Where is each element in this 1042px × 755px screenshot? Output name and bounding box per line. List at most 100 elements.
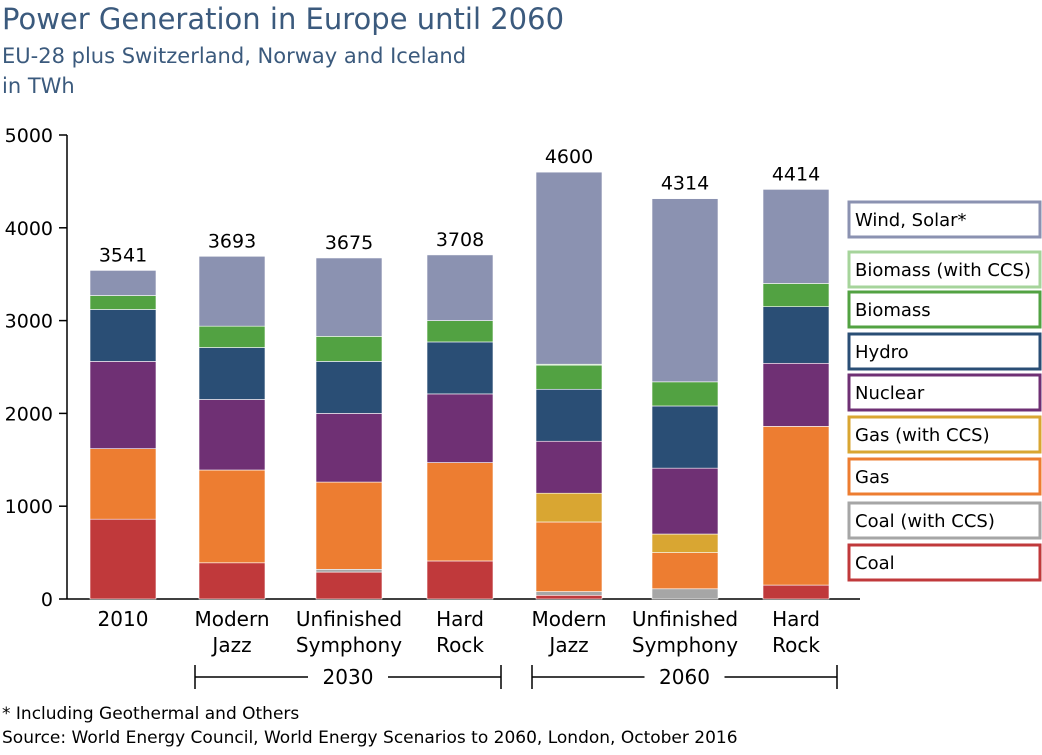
category-label: Hard — [436, 607, 484, 631]
bar-segment — [198, 469, 266, 564]
category-label: Rock — [436, 633, 484, 657]
bar-segment — [762, 426, 830, 586]
bar-segment — [315, 571, 383, 600]
category-label: Rock — [772, 633, 820, 657]
bar-total-label: 3675 — [325, 232, 373, 254]
bar-total-label: 3708 — [436, 229, 484, 251]
legend-item — [847, 332, 1042, 371]
y-tick-label: 0 — [41, 589, 53, 611]
bar-segment — [651, 588, 719, 600]
bar-segment — [651, 533, 719, 553]
chart-title: Power Generation in Europe until 2060 — [2, 2, 565, 36]
legend-label: Coal (with CCS) — [855, 511, 995, 532]
bar-segment — [762, 189, 830, 284]
bar-segment — [315, 361, 383, 414]
group-brackets: 2030 2060 — [194, 665, 838, 689]
bar-segment — [426, 560, 494, 600]
category-label: Unfinished — [296, 607, 402, 631]
category-labels: 2010 ModernJazzUnfinishedSymphonyHardRock… — [98, 607, 821, 657]
legend-label: Biomass (with CCS) — [855, 260, 1031, 281]
source-note: Source: World Energy Council, World Ener… — [2, 728, 738, 748]
y-tick-label: 3000 — [5, 311, 53, 333]
bar-segment — [89, 448, 157, 520]
bar-segment — [89, 309, 157, 362]
legend-item — [847, 290, 1042, 329]
bar-segment — [426, 254, 494, 321]
bar-segment — [198, 255, 266, 327]
bar-segment — [315, 481, 383, 570]
legend: Wind, Solar* Biomass (with CCS) Biomass Hyd… — [847, 200, 1042, 582]
stacked-bar-chart: 0 1000 2000 3000 4000 5000 3541 3693 3675 3708 46… — [5, 125, 1042, 689]
bar-segment — [535, 440, 603, 494]
legend-item — [847, 200, 1042, 239]
bar-segment — [315, 569, 383, 573]
bar-segment — [315, 336, 383, 362]
bar-segment — [762, 306, 830, 364]
category-label: Jazz — [547, 633, 588, 657]
bar-segment — [535, 388, 603, 442]
footnote: * Including Geothermal and Others — [2, 704, 300, 724]
group-label: 2060 — [659, 665, 710, 689]
bar-segment — [535, 591, 603, 596]
legend-label: Hydro — [855, 342, 909, 363]
bar-segment — [89, 295, 157, 310]
bar-segment — [651, 381, 719, 407]
bar-segment — [89, 270, 157, 296]
legend-item — [847, 373, 1042, 412]
bar-segment — [651, 467, 719, 535]
bar-segment — [762, 283, 830, 307]
legend-label: Nuclear — [855, 383, 925, 404]
bar-segment — [426, 320, 494, 343]
bar-total-label: 4600 — [545, 146, 593, 168]
category-label: Symphony — [632, 633, 738, 657]
category-label: Hard — [772, 607, 820, 631]
bar-segment — [535, 492, 603, 523]
bar-segment — [198, 562, 266, 600]
bar-segment — [535, 594, 603, 600]
bar-segment — [198, 347, 266, 400]
legend-item — [847, 457, 1042, 496]
y-tick-label: 4000 — [5, 218, 53, 240]
legend-label: Gas (with CCS) — [855, 425, 990, 446]
bar-total-label: 4314 — [661, 173, 709, 195]
group-label: 2030 — [323, 665, 374, 689]
bar-segment — [651, 405, 719, 469]
legend-label: Coal — [855, 553, 895, 574]
y-tick-label: 1000 — [5, 496, 53, 518]
category-label: Modern — [194, 607, 269, 631]
legend-item — [847, 501, 1042, 540]
bar-segment — [315, 257, 383, 337]
bar-segment — [315, 413, 383, 483]
unit-label: in TWh — [2, 74, 75, 98]
y-tick-label: 5000 — [5, 125, 53, 147]
bar-segment — [426, 393, 494, 463]
bar-segment — [651, 552, 719, 590]
bar-segment — [426, 462, 494, 562]
bar-segment — [89, 518, 157, 600]
bar-segment — [535, 171, 603, 365]
category-label: Symphony — [296, 633, 402, 657]
bar-segment — [651, 198, 719, 383]
legend-label: Biomass — [855, 300, 931, 321]
chart-subtitle: EU-28 plus Switzerland, Norway and Icela… — [2, 44, 467, 68]
bar-segment — [89, 361, 157, 449]
bar-segment — [198, 325, 266, 348]
category-label: 2010 — [98, 607, 149, 631]
bar-segment — [535, 521, 603, 592]
category-label: Unfinished — [632, 607, 738, 631]
bar-total-label: 3693 — [208, 230, 256, 252]
bar-segment — [426, 341, 494, 395]
legend-item — [847, 250, 1042, 289]
y-tick-label: 2000 — [5, 403, 53, 425]
legend-item — [847, 415, 1042, 454]
legend-label: Gas — [855, 467, 889, 488]
legend-label: Wind, Solar* — [855, 210, 967, 231]
category-label: Modern — [531, 607, 606, 631]
bar-segment — [762, 584, 830, 600]
bars: 3541 3693 3675 3708 4600 4314 4414 — [89, 146, 830, 600]
bar-segment — [198, 399, 266, 471]
bar-segment — [762, 362, 830, 427]
category-label: Jazz — [210, 633, 251, 657]
bar-segment — [535, 364, 603, 390]
bar-total-label: 4414 — [772, 163, 820, 185]
